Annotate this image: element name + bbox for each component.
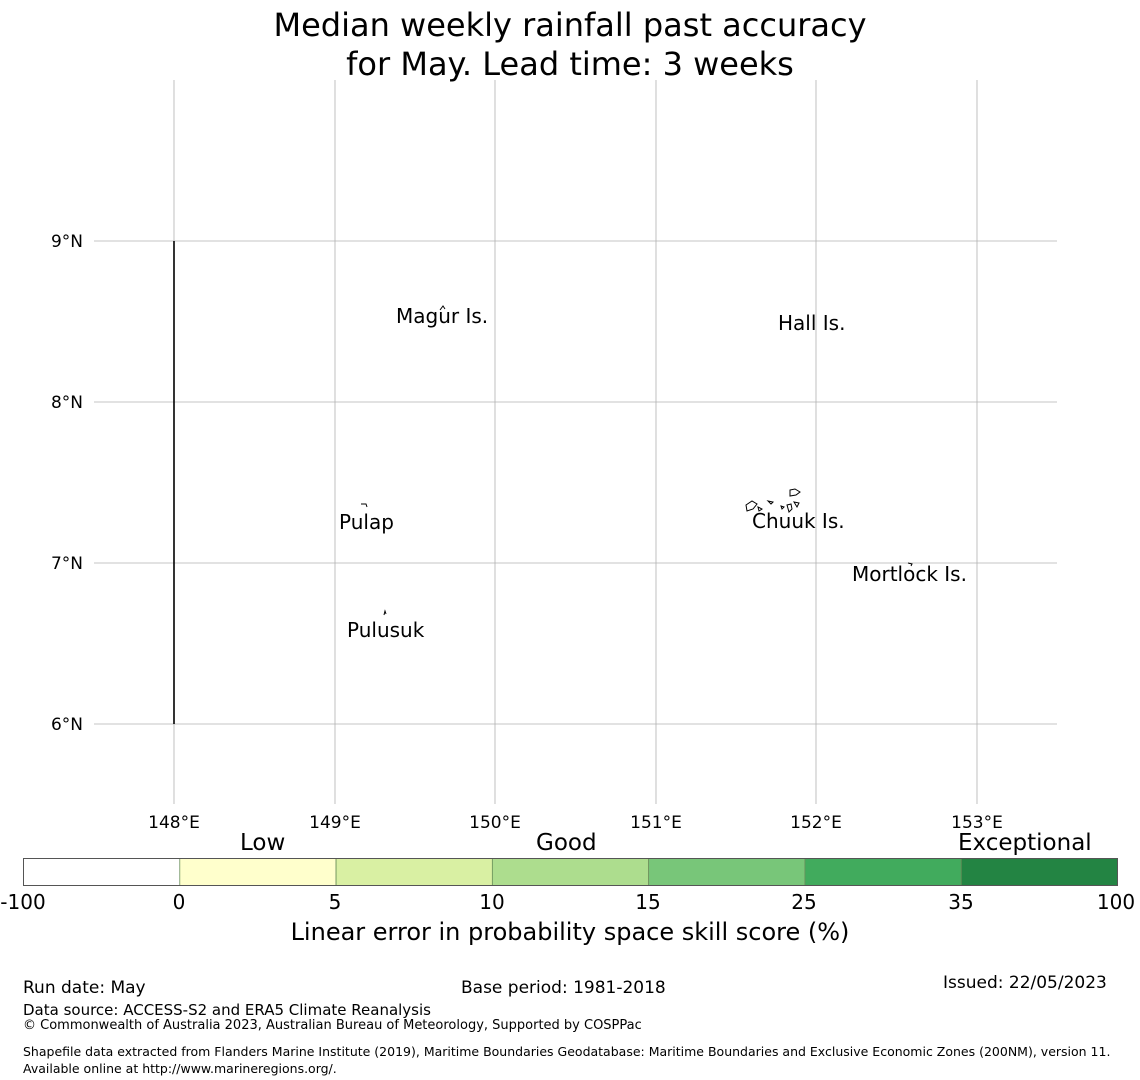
lat-tick-labels: 9°N 8°N 7°N 6°N <box>51 232 83 735</box>
island-outlines <box>361 305 913 616</box>
place-label-mortlock: Mortlock Is. <box>852 562 967 586</box>
colorbar-segment <box>648 858 806 886</box>
island-pulusuk <box>383 609 387 616</box>
colorbar-segment <box>335 858 493 886</box>
island-chuuk-w <box>745 500 758 512</box>
island-chuuk-c2 <box>786 503 793 513</box>
data-source: Data source: ACCESS-S2 and ERA5 Climate … <box>23 1001 431 1019</box>
lon-tick-labels: 148°E 149°E 150°E 151°E 152°E 153°E <box>148 813 1003 833</box>
chart-title: Median weekly rainfall past accuracy for… <box>0 6 1140 84</box>
cb-tick-100: 100 <box>1096 890 1136 914</box>
island-chuuk-e <box>792 501 800 509</box>
lon-tick-152e: 152°E <box>790 813 842 833</box>
issued-date: Issued: 22/05/2023 <box>943 973 1107 993</box>
colorbar-segments <box>23 858 1118 886</box>
island-mortlock <box>907 562 913 567</box>
lon-tick-148e: 148°E <box>148 813 200 833</box>
title-line-1: Median weekly rainfall past accuracy <box>273 6 867 44</box>
colorbar-label: Linear error in probability space skill … <box>290 918 850 946</box>
cb-tick-5: 5 <box>328 890 342 914</box>
lon-gridlines <box>173 80 978 804</box>
title-line-2: for May. Lead time: 3 weeks <box>346 45 794 83</box>
colorbar-segment <box>804 858 962 886</box>
place-label-magur: Magur Is. <box>396 304 488 328</box>
copyright: © Commonwealth of Australia 2023, Austra… <box>23 1018 642 1033</box>
base-period: Base period: 1981-2018 <box>461 978 666 998</box>
colorbar-segment <box>491 858 650 886</box>
place-labels: Magur Is. Hall Is. Pulap Chuuk Is. Mortl… <box>339 304 967 642</box>
cb-tick-10: 10 <box>479 890 505 914</box>
colorbar-border <box>23 858 1118 886</box>
lon-tick-149e: 149°E <box>309 813 361 833</box>
island-chuuk-ne <box>789 488 801 497</box>
category-good: Good <box>536 830 597 856</box>
lat-tick-7n: 7°N <box>51 554 83 574</box>
lat-gridlines <box>94 240 1057 725</box>
island-magur <box>439 305 446 311</box>
cb-tick-35: 35 <box>948 890 974 914</box>
lon-tick-153e: 153°E <box>951 813 1003 833</box>
island-pulap <box>361 503 368 508</box>
cb-tick-0: 0 <box>172 890 186 914</box>
lon-tick-151e: 151°E <box>630 813 682 833</box>
place-label-hall: Hall Is. <box>778 311 845 335</box>
island-chuuk-c1 <box>766 500 775 505</box>
colorbar-segment <box>179 858 337 886</box>
place-label-pulusuk: Pulusuk <box>347 618 425 642</box>
place-label-chuuk: Chuuk Is. <box>752 509 845 533</box>
colorbar-segment <box>23 858 180 886</box>
shapefile-credit: Shapefile data extracted from Flanders M… <box>23 1044 1111 1076</box>
colorbar-segment <box>960 858 1118 886</box>
lat-tick-9n: 9°N <box>51 232 83 252</box>
run-date: Run date: May <box>23 978 146 998</box>
island-chuuk-s <box>757 506 763 512</box>
category-low: Low <box>240 830 286 856</box>
lon-tick-150e: 150°E <box>469 813 521 833</box>
colorbar <box>23 858 1118 886</box>
lat-tick-8n: 8°N <box>51 393 83 413</box>
cb-tick-neg100: -100 <box>0 890 46 914</box>
category-exceptional: Exceptional <box>958 830 1092 856</box>
lat-tick-6n: 6°N <box>51 715 83 735</box>
cb-tick-25: 25 <box>791 890 817 914</box>
map: 9°N 8°N 7°N 6°N 148°E 149°E 150°E 151°E … <box>51 80 1057 833</box>
place-label-pulap: Pulap <box>339 510 394 534</box>
cb-tick-15: 15 <box>635 890 661 914</box>
island-chuuk-s2 <box>780 505 785 510</box>
